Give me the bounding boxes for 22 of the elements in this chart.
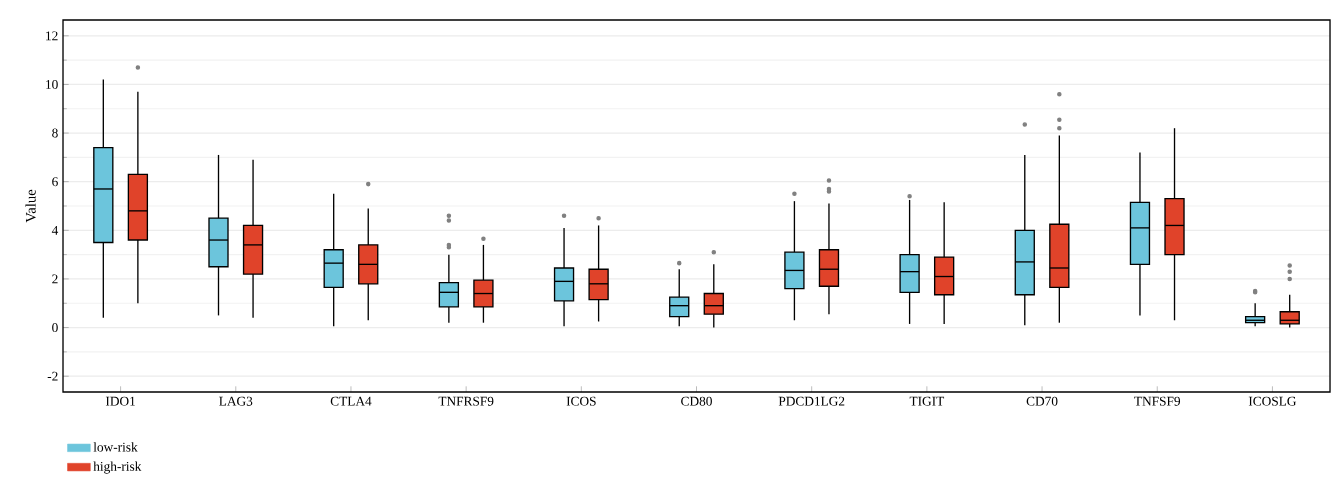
y-tick-label: 8: [52, 128, 58, 138]
x-tick-label: CTLA4: [330, 396, 372, 406]
y-tick-label: 6: [52, 177, 58, 187]
x-tick-label: ICOSLG: [1248, 396, 1297, 406]
y-tick-label: 4: [51, 225, 59, 235]
x-tick-label: TNFSF9: [1134, 396, 1181, 406]
y-tick-label: 2: [52, 274, 58, 284]
x-tick-label: ICOS: [566, 396, 596, 406]
x-tick-label: IDO1: [105, 396, 135, 406]
x-tick-label: PDCD1LG2: [778, 396, 845, 406]
x-tick-label: TIGIT: [909, 396, 945, 406]
y-axis-title: Value: [25, 189, 36, 223]
legend-label: low-risk: [93, 442, 138, 452]
y-tick-label: -2: [47, 371, 58, 381]
x-tick-label: CD80: [681, 396, 712, 406]
x-tick-label: LAG3: [219, 396, 253, 406]
y-tick-label: 0: [52, 323, 58, 333]
x-tick-label: TNFRSF9: [438, 396, 494, 406]
legend-label: high-risk: [93, 461, 142, 474]
y-tick-label: 10: [46, 79, 58, 89]
x-tick-label: CD70: [1026, 396, 1058, 406]
y-tick-label: 12: [46, 31, 58, 41]
